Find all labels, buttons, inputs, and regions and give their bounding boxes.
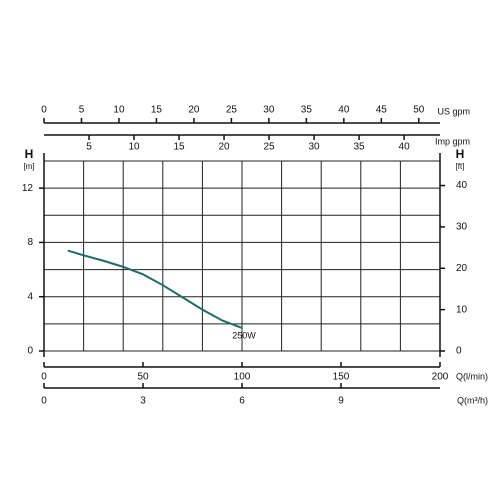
x-tick-label: 150 — [333, 372, 350, 383]
y2-tick-label: 40 — [456, 180, 468, 191]
imp-gpm-axis-label: Imp gpm — [435, 136, 470, 146]
imp-gpm-tick-label: 25 — [263, 142, 275, 153]
us-gpm-tick-label: 15 — [151, 105, 163, 116]
y2-tick-label: 10 — [456, 304, 468, 315]
y-tick-label: 12 — [22, 183, 34, 194]
us-gpm-axis-label: US gpm — [437, 106, 470, 116]
imp-gpm-tick-label: 20 — [218, 142, 230, 153]
us-gpm-tick-label: 20 — [188, 105, 200, 116]
us-gpm-tick-label: 30 — [263, 105, 275, 116]
x-tick-label: 50 — [137, 372, 149, 383]
us-gpm-tick-label: 40 — [338, 105, 350, 116]
y2-tick-label: 0 — [456, 346, 462, 357]
us-gpm-tick-label: 10 — [113, 105, 125, 116]
y-tick-label: 8 — [27, 237, 33, 248]
us-gpm-tick-label: 45 — [376, 105, 388, 116]
m3h-axis-label: Q(m³/h) — [457, 395, 488, 405]
y-tick-label: 4 — [27, 291, 33, 302]
x-tick-label: 200 — [432, 372, 449, 383]
us-gpm-tick-label: 5 — [79, 105, 85, 116]
imp-gpm-tick-label: 35 — [354, 142, 366, 153]
x-tick-label: 100 — [234, 372, 251, 383]
m3h-tick-label: 6 — [239, 396, 245, 407]
m3h-tick-label: 0 — [41, 396, 47, 407]
y2-axis-unit: [ft] — [456, 162, 465, 171]
y2-tick-label: 30 — [456, 222, 468, 233]
m3h-tick-label: 9 — [338, 396, 344, 407]
us-gpm-tick-label: 35 — [301, 105, 313, 116]
imp-gpm-tick-label: 10 — [128, 142, 140, 153]
y-tick-label: 0 — [27, 346, 33, 357]
imp-gpm-tick-label: 5 — [86, 142, 92, 153]
y-axis-unit: [m] — [23, 162, 34, 171]
us-gpm-tick-label: 50 — [413, 105, 425, 116]
m3h-tick-label: 3 — [140, 396, 146, 407]
us-gpm-tick-label: 25 — [226, 105, 238, 116]
x-axis-label: Q(l/min) — [456, 371, 488, 381]
y2-axis-label: H — [456, 147, 465, 161]
us-gpm-tick-label: 0 — [41, 105, 47, 116]
curve-label: 250W — [232, 330, 256, 340]
y2-tick-label: 20 — [456, 263, 468, 274]
imp-gpm-tick-label: 15 — [173, 142, 185, 153]
x-tick-label: 0 — [41, 372, 47, 383]
curve — [67, 249, 243, 329]
imp-gpm-tick-label: 30 — [308, 142, 320, 153]
y-axis-label: H — [25, 147, 34, 161]
imp-gpm-tick-label: 40 — [399, 142, 411, 153]
